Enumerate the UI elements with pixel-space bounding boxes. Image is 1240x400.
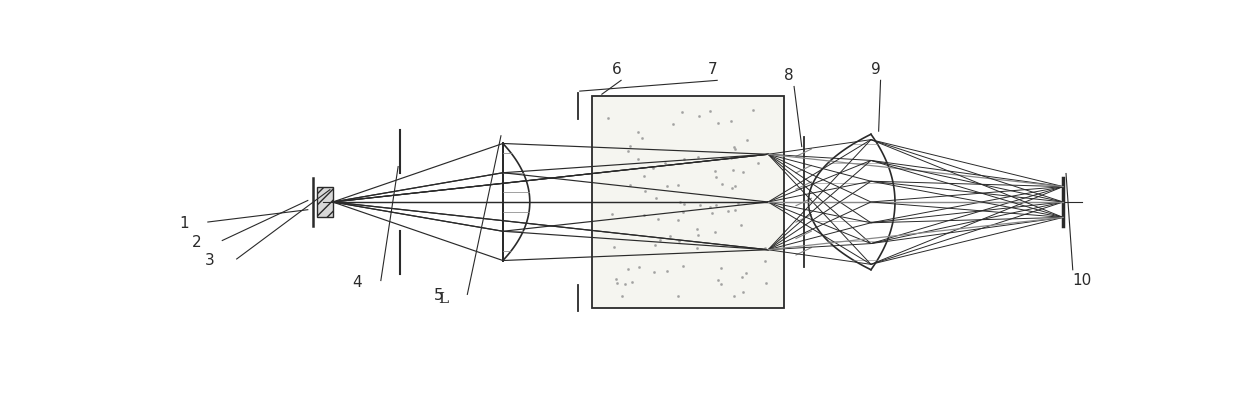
Text: L: L xyxy=(438,292,449,306)
Point xyxy=(673,209,693,215)
Point xyxy=(618,148,637,154)
Bar xyxy=(593,96,785,308)
Point xyxy=(733,169,753,176)
Point xyxy=(755,258,775,264)
Point xyxy=(601,211,621,217)
Point xyxy=(725,183,745,189)
Point xyxy=(723,166,743,173)
Point xyxy=(670,238,689,244)
Point xyxy=(663,121,683,127)
Point xyxy=(627,128,647,135)
Point xyxy=(728,200,748,206)
Point xyxy=(732,222,751,229)
Point xyxy=(673,262,693,269)
Text: 2: 2 xyxy=(191,234,201,250)
Point xyxy=(689,112,709,119)
Point xyxy=(646,195,666,201)
Point xyxy=(634,173,653,180)
Point xyxy=(613,293,632,299)
Point xyxy=(699,108,719,114)
Point xyxy=(650,237,670,244)
Point xyxy=(634,212,653,218)
Point xyxy=(642,165,662,171)
Point xyxy=(706,174,725,180)
Point xyxy=(620,143,640,150)
Point xyxy=(706,202,725,208)
Point xyxy=(755,245,775,251)
Point xyxy=(704,167,724,174)
Text: 7: 7 xyxy=(708,62,717,77)
Point xyxy=(701,204,720,210)
Point xyxy=(737,270,756,276)
Point xyxy=(644,269,663,275)
Point xyxy=(657,183,677,190)
Point xyxy=(687,245,707,251)
Point xyxy=(737,137,756,143)
Point xyxy=(604,244,624,250)
Point xyxy=(718,208,738,214)
Point xyxy=(629,156,649,162)
Point xyxy=(722,155,742,161)
Point xyxy=(671,198,691,205)
Point xyxy=(615,281,635,288)
Text: 4: 4 xyxy=(352,274,362,290)
Point xyxy=(655,160,675,166)
Text: 1: 1 xyxy=(179,216,188,231)
Point xyxy=(743,106,763,113)
Point xyxy=(724,293,744,299)
Text: 6: 6 xyxy=(611,62,621,77)
Point xyxy=(660,232,680,239)
Point xyxy=(668,182,688,189)
Bar xyxy=(317,187,332,217)
Point xyxy=(672,108,692,115)
Point xyxy=(711,264,730,271)
Point xyxy=(668,217,688,224)
Point xyxy=(608,280,627,286)
Text: 8: 8 xyxy=(785,68,794,84)
Point xyxy=(725,206,745,213)
Point xyxy=(706,229,725,235)
Point xyxy=(689,202,709,209)
Text: 9: 9 xyxy=(870,62,880,77)
Point xyxy=(733,289,753,296)
Point xyxy=(702,210,722,216)
Point xyxy=(675,156,694,162)
Point xyxy=(688,232,708,238)
Text: 5: 5 xyxy=(434,288,444,304)
Point xyxy=(647,215,667,222)
Point xyxy=(668,293,688,300)
Point xyxy=(720,118,740,125)
Text: 3: 3 xyxy=(205,253,215,268)
Point xyxy=(712,181,732,187)
Point xyxy=(606,276,626,282)
Point xyxy=(632,134,652,141)
Point xyxy=(712,281,732,287)
Point xyxy=(708,120,728,126)
Point xyxy=(725,146,745,152)
Point xyxy=(724,144,744,150)
Point xyxy=(598,115,618,122)
Point xyxy=(756,280,776,286)
Point xyxy=(620,182,640,188)
Point xyxy=(708,277,728,283)
Point xyxy=(645,242,665,248)
Point xyxy=(748,160,768,166)
Point xyxy=(635,188,655,194)
Point xyxy=(622,278,642,285)
Point xyxy=(688,154,708,160)
Point xyxy=(673,201,693,207)
Point xyxy=(722,185,742,191)
Point xyxy=(630,264,650,270)
Point xyxy=(657,267,677,274)
Point xyxy=(618,266,637,272)
Point xyxy=(732,274,751,280)
Point xyxy=(687,226,707,232)
Text: 10: 10 xyxy=(1073,273,1092,288)
